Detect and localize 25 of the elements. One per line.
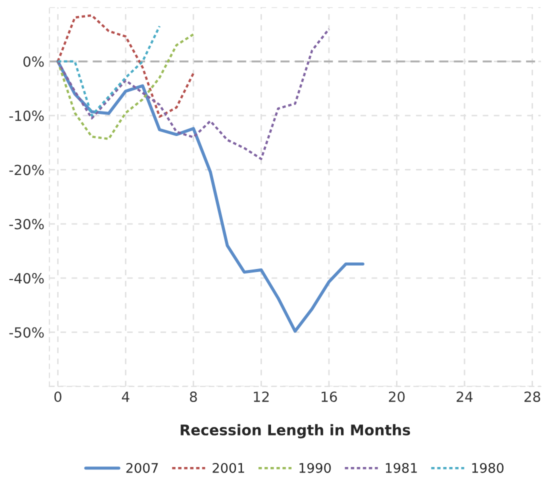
x-tick-label: 16 [322, 392, 337, 402]
line-series [56, 60, 364, 333]
x-tick-label: 28 [524, 392, 540, 402]
line-series [56, 33, 195, 140]
legend-label: 1990 [300, 462, 331, 473]
line-series [56, 25, 161, 117]
x-tick-label: 4 [122, 392, 130, 402]
x-tick-label: 20 [388, 392, 405, 402]
y-tick-label: 0% [23, 56, 44, 67]
y-tick-label: -20% [9, 164, 44, 176]
line-series [56, 28, 330, 160]
legend-label: 2007 [126, 462, 158, 473]
x-tick-label: 0 [54, 392, 62, 402]
legend-label: 1981 [386, 462, 417, 473]
x-tick-label: 12 [254, 392, 269, 402]
x-tick-label: 24 [456, 392, 473, 402]
x-tick-label: 8 [190, 392, 197, 402]
y-tick-label: -10% [9, 110, 44, 122]
legend-label: 1980 [472, 462, 504, 473]
y-tick-label: -40% [9, 273, 44, 284]
x-axis-title: Recession Length in Months [180, 424, 410, 438]
y-tick-label: -50% [9, 327, 44, 338]
legend-label: 2001 [212, 462, 244, 473]
y-tick-label: -30% [9, 218, 44, 230]
line-series [56, 14, 195, 118]
